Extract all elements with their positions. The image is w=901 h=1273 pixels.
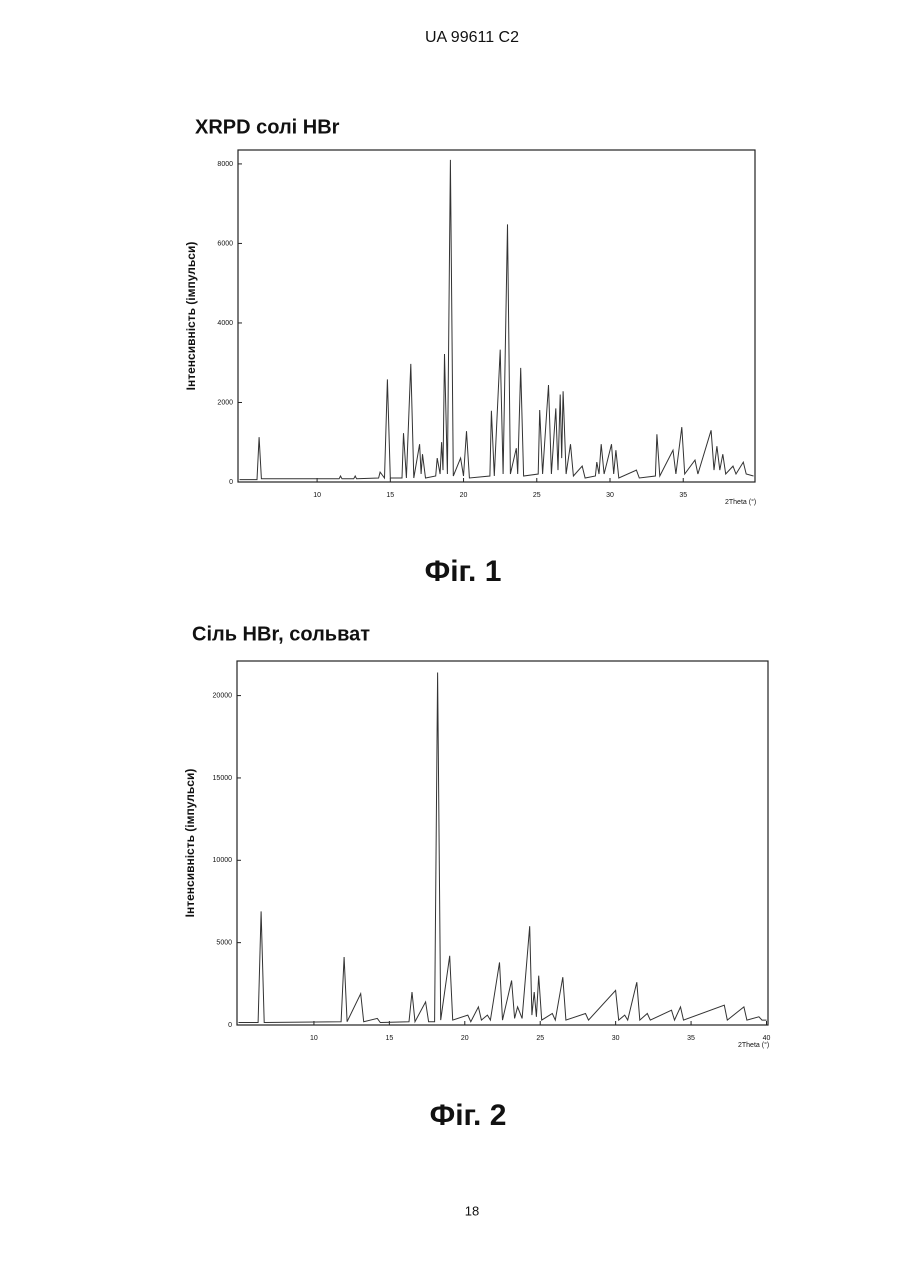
y-tick-label: 15000 (213, 775, 233, 782)
y-tick-label: 0 (228, 1022, 232, 1029)
y-tick-label: 10000 (213, 857, 233, 864)
x-tick-label: 20 (460, 492, 468, 499)
document: UA 99611 C2 18 XRPD солі HBr Фіг. 1 Інтенс… (0, 0, 901, 1273)
page: UA 99611 C2 18 XRPD солі HBr Фіг. 1 Інтенс… (0, 0, 901, 1273)
x-tick-label: 35 (679, 492, 687, 499)
figure-caption: Фіг. 2 (430, 1099, 507, 1132)
x-tick-label: 40 (763, 1035, 771, 1042)
x-tick-label: 15 (385, 1035, 393, 1042)
x-tick-label: 35 (687, 1035, 695, 1042)
y-tick-label: 4000 (217, 320, 233, 327)
x-tick-label: 20 (461, 1035, 469, 1042)
y-axis-label: Інтенсивність (імпульси) (184, 242, 198, 391)
x-tick-label: 30 (612, 1035, 620, 1042)
header: UA 99611 C2 (425, 29, 519, 46)
y-tick-label: 8000 (217, 161, 233, 168)
page-number: 18 (465, 1203, 479, 1218)
x-tick-label: 30 (606, 492, 614, 499)
x-tick-label: 25 (536, 1035, 544, 1042)
x-tick-label: 25 (533, 492, 541, 499)
x-axis-label: 2Theta (°) (738, 1041, 769, 1049)
x-tick-label: 15 (386, 492, 394, 499)
y-tick-label: 2000 (217, 399, 233, 406)
x-tick-label: 10 (310, 1035, 318, 1042)
y-tick-label: 6000 (217, 240, 233, 247)
x-tick-label: 10 (313, 492, 321, 499)
chart-title: XRPD солі HBr (195, 116, 340, 138)
y-axis-label: Інтенсивність (імпульси) (183, 769, 197, 918)
y-tick-label: 0 (229, 479, 233, 486)
y-tick-label: 20000 (213, 692, 233, 699)
figure-caption: Фіг. 1 (425, 555, 502, 588)
chart-title: Сіль HBr, сольват (192, 623, 370, 645)
x-axis-label: 2Theta (°) (725, 498, 756, 506)
y-tick-label: 5000 (216, 939, 232, 946)
